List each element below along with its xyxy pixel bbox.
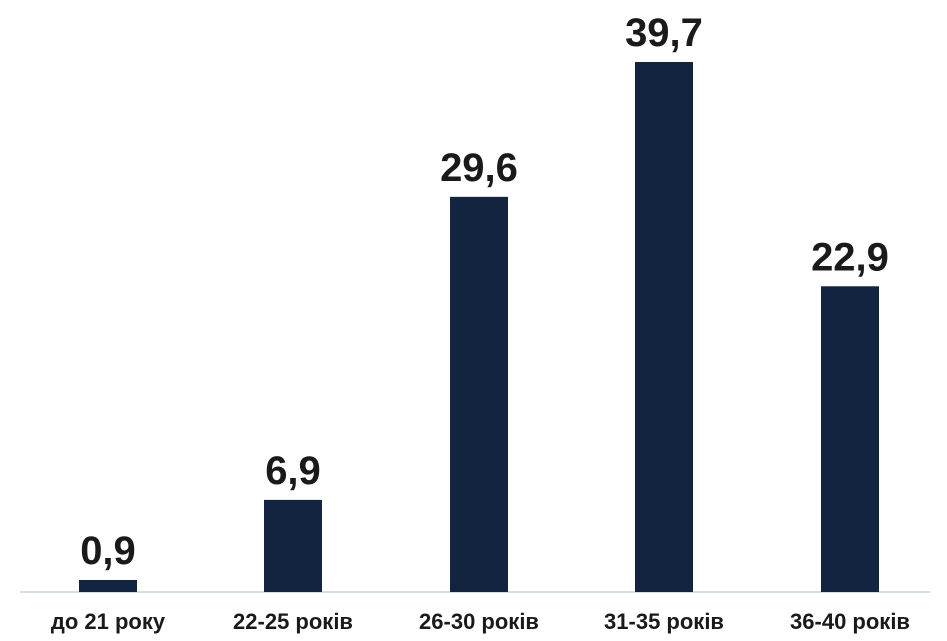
data-label-1: 6,9	[265, 449, 321, 493]
category-label-1: 22-25 років	[233, 609, 353, 634]
bar-1	[264, 499, 322, 592]
bar-0	[79, 579, 137, 592]
category-label-3: 31-35 років	[604, 609, 724, 634]
data-label-0: 0,9	[80, 529, 136, 573]
category-label-2: 26-30 років	[419, 609, 539, 634]
category-label-0: до 21 року	[51, 609, 166, 634]
data-label-4: 22,9	[811, 235, 889, 279]
bars-group	[79, 62, 879, 592]
category-labels-group: до 21 року 22-25 років 26-30 років 31-35 ро…	[51, 609, 910, 634]
data-label-2: 29,6	[440, 146, 518, 190]
data-label-3: 39,7	[625, 11, 703, 55]
value-labels-group: 0,9 6,9 29,6 39,7 22,9	[80, 11, 889, 573]
category-label-4: 36-40 років	[790, 609, 910, 634]
bar-2	[450, 196, 508, 592]
bar-4	[821, 286, 879, 592]
bar-3	[635, 62, 693, 592]
